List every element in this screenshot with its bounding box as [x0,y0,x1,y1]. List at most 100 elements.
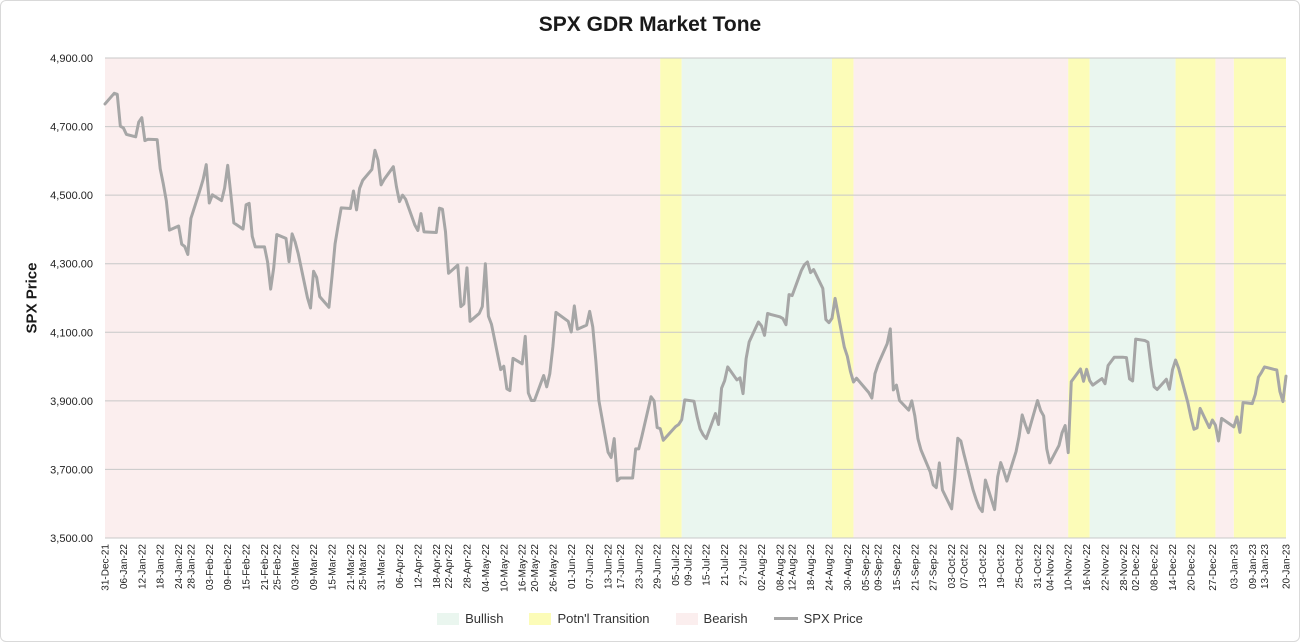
x-tick-label-48: 27-Sep-22 [929,544,940,591]
x-tick-label-28: 07-Jun-22 [585,544,596,589]
legend-item-2: Bearish [675,611,748,626]
x-tick-label-33: 05-Jul-22 [671,544,682,586]
regime-band-potn-l-transition-9 [1233,58,1286,538]
x-tick-label-16: 31-Mar-22 [377,544,388,591]
regime-bands [105,58,1286,538]
x-tick-label-37: 27-Jul-22 [739,544,750,586]
x-tick-label-31: 23-Jun-22 [634,544,645,589]
x-tick-label-34: 09-Jul-22 [683,544,694,586]
legend-label-3: SPX Price [803,611,863,626]
x-tick-label-22: 04-May-22 [481,544,492,592]
regime-band-potn-l-transition-1 [660,58,682,538]
x-tick-label-17: 06-Apr-22 [395,544,406,589]
x-tick-label-6: 03-Feb-22 [205,544,216,591]
y-tick-label-6: 3,700.00 [50,464,93,476]
x-tick-label-65: 03-Jan-23 [1229,544,1240,589]
series-layer [103,91,1288,514]
x-tick-label-8: 15-Feb-22 [242,544,253,591]
regime-band-bearish-0 [105,58,661,538]
legend-item-3: SPX Price [773,611,863,626]
x-tick-label-57: 16-Nov-22 [1082,544,1093,591]
regime-band-bullish-6 [1089,58,1176,538]
x-tick-label-40: 12-Aug-22 [788,544,799,591]
y-tick-label-7: 3,500.00 [50,533,93,545]
x-tick-label-25: 20-May-22 [530,544,541,592]
x-tick-label-2: 12-Jan-22 [137,544,148,589]
y-tick-label-1: 4,700.00 [50,122,93,134]
x-tick-label-30: 17-Jun-22 [616,544,627,589]
x-tick-label-44: 05-Sep-22 [861,544,872,591]
x-axis: 31-Dec-21 06-Jan-22 12-Jan-22 18-Jan-22 24-J… [101,544,1293,592]
x-tick-label-46: 15-Sep-22 [892,544,903,591]
legend: Bullish Potn'l Transition Bearish SPX Price [1,611,1299,626]
x-tick-label-62: 14-Dec-22 [1168,544,1179,591]
x-tick-label-9: 21-Feb-22 [260,544,271,591]
y-tick-label-5: 3,900.00 [50,396,93,408]
x-tick-label-66: 09-Jan-23 [1248,544,1259,589]
y-axis: 4,900.00 4,700.00 4,500.00 4,300.00 4,100.00… [50,53,93,545]
x-tick-label-67: 13-Jan-23 [1260,544,1271,589]
x-tick-label-60: 02-Dec-22 [1131,544,1142,591]
legend-swatch-2 [675,612,698,625]
x-tick-label-24: 16-May-22 [518,544,529,592]
y-tick-label-3: 4,300.00 [50,259,93,271]
x-tick-label-5: 28-Jan-22 [186,544,197,589]
x-tick-label-42: 24-Aug-22 [824,544,835,591]
x-tick-label-43: 30-Aug-22 [843,544,854,591]
x-tick-label-12: 09-Mar-22 [309,544,320,591]
x-tick-label-27: 01-Jun-22 [567,544,578,589]
x-tick-label-53: 25-Oct-22 [1015,544,1026,589]
regime-band-potn-l-transition-5 [1068,58,1090,538]
y-tick-label-0: 4,900.00 [50,53,93,65]
x-tick-label-52: 19-Oct-22 [996,544,1007,589]
x-tick-label-14: 21-Mar-22 [346,544,357,591]
y-tick-label-2: 4,500.00 [50,190,93,202]
x-tick-label-18: 12-Apr-22 [413,544,424,589]
legend-label-0: Bullish [465,611,504,626]
legend-swatch-1 [529,612,552,625]
x-tick-label-4: 24-Jan-22 [174,544,185,589]
y-tick-label-4: 4,100.00 [50,327,93,339]
x-tick-label-32: 29-Jun-22 [653,544,664,589]
regime-band-potn-l-transition-7 [1175,58,1216,538]
legend-item-0: Bullish [437,611,503,626]
legend-label-1: Potn'l Transition [557,611,650,626]
x-tick-label-38: 02-Aug-22 [757,544,768,591]
series-line-spx-price [103,91,1288,514]
regime-band-bearish-4 [853,58,1069,538]
x-tick-label-10: 25-Feb-22 [272,544,283,591]
x-tick-label-36: 21-Jul-22 [720,544,731,586]
x-tick-label-64: 27-Dec-22 [1208,544,1219,591]
regime-band-potn-l-transition-3 [832,58,854,538]
x-tick-label-0: 31-Dec-21 [101,544,112,591]
x-tick-label-55: 04-Nov-22 [1045,544,1056,591]
x-tick-label-19: 18-Apr-22 [432,544,443,589]
legend-label-2: Bearish [703,611,748,626]
x-tick-label-68: 20-Jan-23 [1282,544,1293,589]
x-tick-label-61: 08-Dec-22 [1150,544,1161,591]
grid-lines [105,57,1286,539]
x-tick-label-63: 20-Dec-22 [1186,544,1197,591]
legend-swatch-0 [437,612,460,625]
x-tick-label-13: 15-Mar-22 [327,544,338,591]
x-tick-label-51: 13-Oct-22 [978,544,989,589]
x-tick-label-11: 03-Mar-22 [291,544,302,591]
legend-swatch-3 [773,617,798,620]
x-tick-label-26: 26-May-22 [548,544,559,592]
x-tick-label-50: 07-Oct-22 [959,544,970,589]
x-tick-label-29: 13-Jun-22 [604,544,615,589]
x-tick-label-3: 18-Jan-22 [156,544,167,589]
legend-item-1: Potn'l Transition [529,611,650,626]
regime-band-bullish-2 [681,58,833,538]
x-tick-label-45: 09-Sep-22 [874,544,885,591]
x-tick-label-7: 09-Feb-22 [223,544,234,591]
x-tick-label-23: 10-May-22 [499,544,510,592]
x-tick-label-58: 22-Nov-22 [1101,544,1112,591]
x-tick-label-1: 06-Jan-22 [119,544,130,589]
x-tick-label-54: 31-Oct-22 [1033,544,1044,589]
x-tick-label-15: 25-Mar-22 [358,544,369,591]
x-tick-label-47: 21-Sep-22 [910,544,921,591]
x-tick-label-39: 08-Aug-22 [775,544,786,591]
